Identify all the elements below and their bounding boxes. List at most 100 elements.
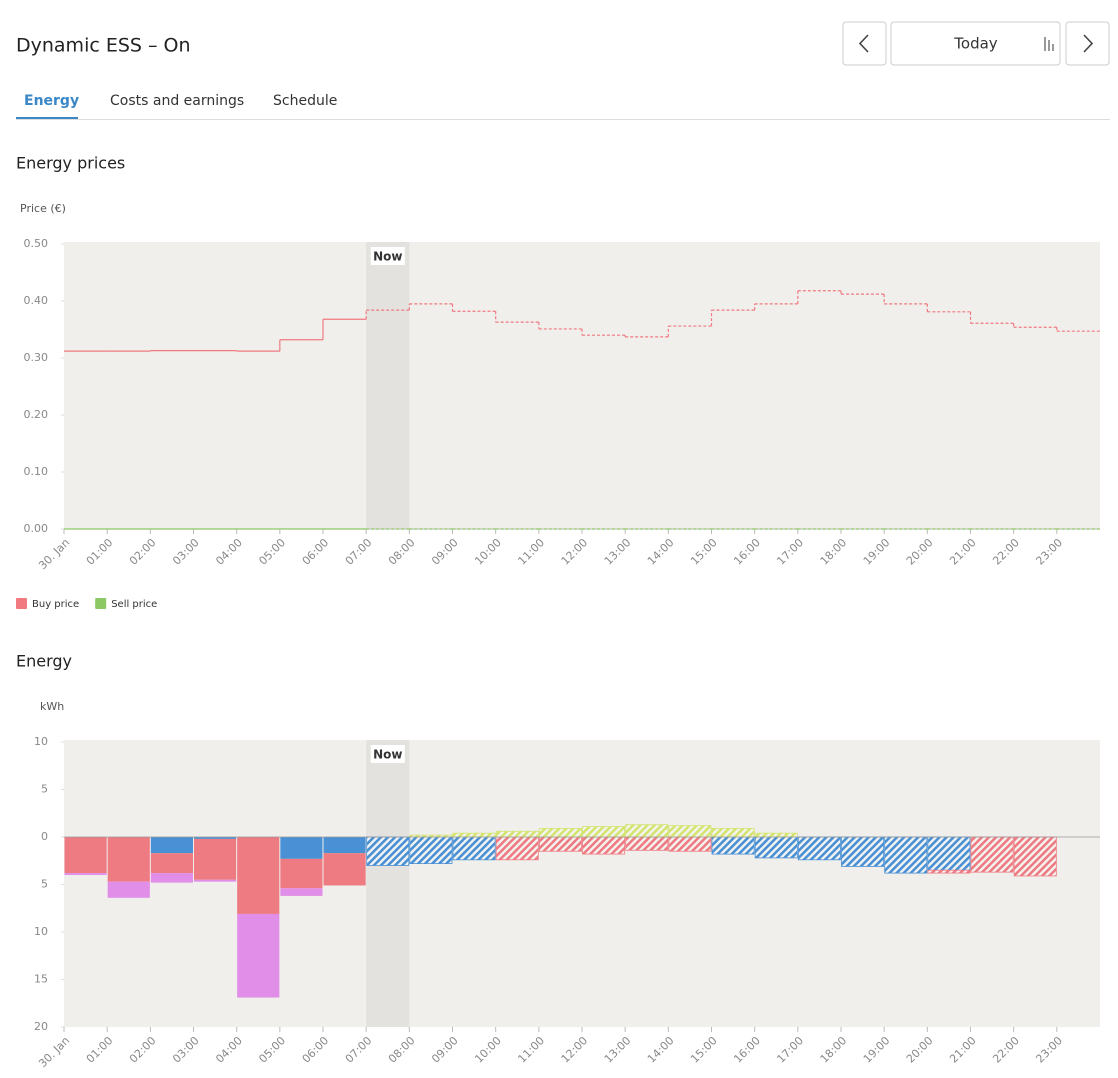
y-tick-label: 0 <box>41 830 48 843</box>
legend-label: Buy price <box>32 599 79 610</box>
energy-bar <box>495 836 539 861</box>
x-tick-label: 12:00 <box>559 536 591 568</box>
x-tick-label: 13:00 <box>602 1034 634 1066</box>
energy-bar <box>366 836 410 866</box>
x-tick-label: 12:00 <box>559 1034 591 1066</box>
energy-bar <box>884 836 928 874</box>
energy-bar <box>150 873 193 883</box>
energy-bar <box>452 832 496 838</box>
x-tick-label: 16:00 <box>731 1034 763 1066</box>
tab[interactable]: Costs and earnings <box>110 93 244 109</box>
now-box <box>370 745 405 763</box>
energy-bar <box>711 828 755 838</box>
y-tick-label: 0.10 <box>24 465 49 478</box>
page-title: Dynamic ESS – On <box>16 35 191 57</box>
y-tick-label: 5 <box>41 878 48 891</box>
x-tick-label: 18:00 <box>818 1034 850 1066</box>
energy-bar <box>237 837 280 914</box>
y-tick-label: 0.20 <box>24 408 49 421</box>
energy-bar <box>495 830 539 838</box>
now-box <box>370 247 405 265</box>
y-tick-label: 15 <box>34 973 48 986</box>
x-tick-label: 01:00 <box>84 1034 116 1066</box>
x-tick-label: 20:00 <box>904 536 936 568</box>
chart-title: Energy prices <box>16 154 125 173</box>
energy-bar <box>927 836 971 871</box>
x-tick-label: 09:00 <box>429 1034 461 1066</box>
energy-bar <box>1013 836 1057 877</box>
tab-underline <box>16 117 78 119</box>
energy-bar <box>668 836 712 852</box>
y-tick-label: 0.30 <box>24 351 49 364</box>
legend-swatch <box>16 598 27 609</box>
x-tick-label: 14:00 <box>645 536 677 568</box>
x-tick-label: 30. Jan <box>36 536 72 572</box>
x-tick-label: 01:00 <box>84 536 116 568</box>
x-tick-label: 08:00 <box>386 1034 418 1066</box>
date-label: Today <box>953 35 998 53</box>
y-tick-label: 5 <box>41 783 48 796</box>
tab[interactable]: Schedule <box>273 93 337 109</box>
energy-bar <box>194 837 237 839</box>
energy-bar <box>625 836 669 851</box>
energy-bar <box>797 836 841 861</box>
y-axis-label: kWh <box>40 700 64 713</box>
energy-bar <box>668 825 712 838</box>
legend-label: Sell price <box>111 599 157 610</box>
tab[interactable]: Energy <box>24 93 79 109</box>
y-tick-label: 0.00 <box>24 522 49 535</box>
energy-bar <box>754 836 798 859</box>
x-tick-label: 04:00 <box>213 1034 245 1066</box>
y-tick-label: 10 <box>34 925 48 938</box>
legend-swatch <box>95 598 107 609</box>
prev-button[interactable] <box>842 21 887 66</box>
x-tick-label: 19:00 <box>861 536 893 568</box>
x-tick-label: 16:00 <box>731 536 763 568</box>
energy-bar <box>107 881 150 898</box>
x-tick-label: 04:00 <box>213 536 245 568</box>
chart: Energy prices Price (€) Now 0.00 0.10 0.20 0.3… <box>16 154 1100 610</box>
energy-bar <box>582 826 626 838</box>
energy-bar <box>194 879 237 882</box>
energy-bar <box>64 873 107 875</box>
x-tick-label: 02:00 <box>127 536 159 568</box>
chart-title: Energy <box>16 652 72 671</box>
plot-background <box>64 740 1100 1027</box>
y-tick-label: 20 <box>34 1020 48 1033</box>
energy-bar <box>323 853 366 886</box>
next-button[interactable] <box>1065 21 1110 66</box>
x-tick-label: 03:00 <box>170 536 202 568</box>
x-tick-label: 08:00 <box>386 536 418 568</box>
plot-background <box>64 242 1100 529</box>
energy-bar <box>970 836 1014 873</box>
x-tick-label: 23:00 <box>1033 536 1065 568</box>
x-tick-label: 19:00 <box>861 1034 893 1066</box>
x-tick-label: 06:00 <box>300 536 332 568</box>
x-tick-label: 06:00 <box>300 1034 332 1066</box>
energy-bar <box>538 828 582 838</box>
x-tick-label: 07:00 <box>343 1034 375 1066</box>
x-tick-label: 07:00 <box>343 536 375 568</box>
x-tick-label: 05:00 <box>256 1034 288 1066</box>
energy-bar <box>194 838 237 880</box>
energy-bar <box>237 913 280 998</box>
now-label: Now <box>373 748 402 762</box>
y-tick-label: 0.40 <box>24 294 49 307</box>
x-tick-label: 21:00 <box>947 536 979 568</box>
x-tick-label: 23:00 <box>1033 1034 1065 1066</box>
energy-bar <box>582 836 626 855</box>
energy-bar <box>64 837 107 874</box>
y-tick-label: 10 <box>34 735 48 748</box>
energy-bar <box>409 836 453 865</box>
now-label: Now <box>373 250 402 264</box>
now-band <box>366 242 410 529</box>
y-tick-label: 0.50 <box>24 237 49 250</box>
x-tick-label: 22:00 <box>990 536 1022 568</box>
x-tick-label: 11:00 <box>515 536 547 568</box>
energy-bar <box>280 888 323 896</box>
energy-bar <box>625 824 669 838</box>
x-tick-label: 17:00 <box>774 1034 806 1066</box>
x-tick-label: 15:00 <box>688 1034 720 1066</box>
date-button[interactable]: Today <box>890 21 1061 66</box>
